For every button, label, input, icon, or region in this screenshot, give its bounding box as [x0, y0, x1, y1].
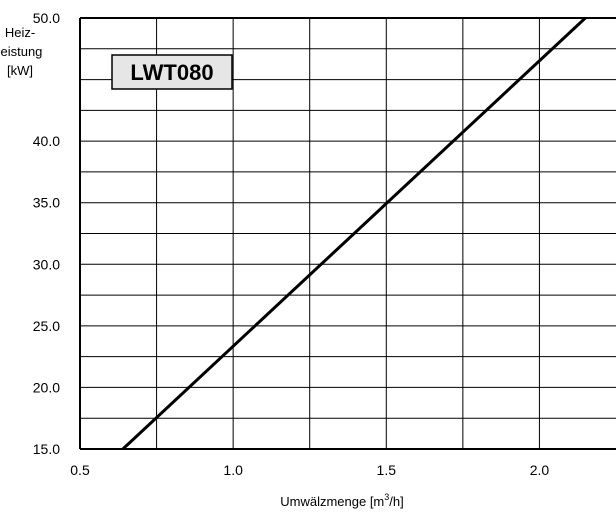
y-tick-label: 20.0 — [33, 379, 60, 395]
grid-lines — [80, 18, 616, 449]
y-axis-title-line-3: [kW] — [7, 63, 33, 78]
y-tick-label: 40.0 — [33, 133, 60, 149]
y-axis-title: Heiz- leistung [kW] — [0, 25, 42, 78]
series-line — [121, 16, 587, 451]
x-axis-title-suffix: /h] — [389, 494, 403, 509]
y-tick-label: 15.0 — [33, 441, 60, 457]
x-tick-label: 2.0 — [530, 462, 550, 478]
x-tick-labels: 0.5 1.0 1.5 2.0 — [70, 462, 549, 478]
x-tick-label: 1.0 — [223, 462, 243, 478]
series-group — [121, 16, 587, 451]
y-tick-label: 35.0 — [33, 195, 60, 211]
y-tick-label: 25.0 — [33, 318, 60, 334]
x-axis-title-superscript: 3 — [384, 492, 389, 502]
model-label-box-background — [111, 54, 233, 90]
y-axis-title-line-2: leistung — [0, 44, 42, 59]
plot-frame — [79, 17, 616, 450]
x-axis-title-prefix: Umwälzmenge [m — [280, 494, 384, 509]
y-tick-label: 30.0 — [33, 256, 60, 272]
y-tick-labels: 15.0 20.0 25.0 30.0 35.0 40.0 50.0 — [33, 10, 60, 457]
model-label-box: LWT080 — [111, 54, 233, 90]
x-tick-label: 1.5 — [377, 462, 397, 478]
x-axis-title: Umwälzmenge [m3/h] — [280, 492, 404, 509]
model-label: LWT080 — [130, 60, 213, 85]
y-tick-label: 50.0 — [33, 10, 60, 26]
y-axis-title-line-1: Heiz- — [5, 25, 35, 40]
x-tick-label: 0.5 — [70, 462, 90, 478]
